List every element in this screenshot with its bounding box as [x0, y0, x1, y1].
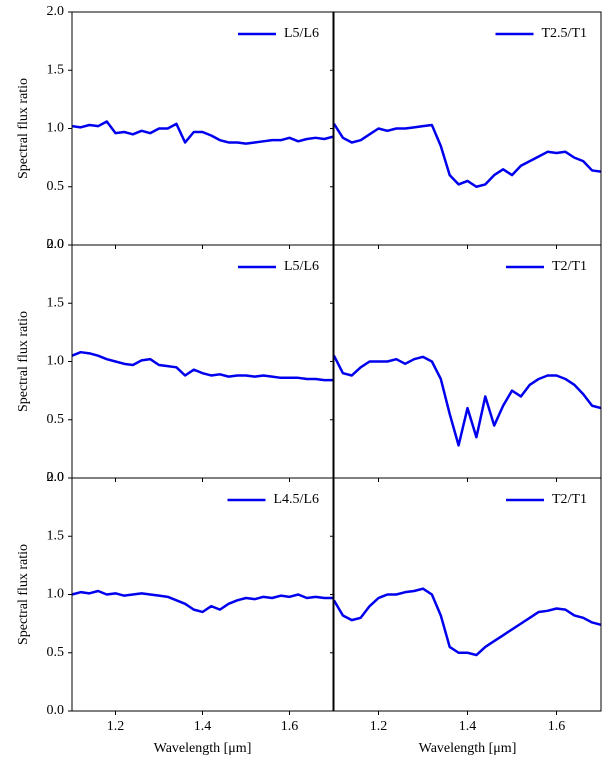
x-tick-label: 1.4: [459, 719, 477, 734]
legend-label: T2.5/T1: [542, 26, 588, 41]
x-axis-label: Wavelength [μm]: [419, 741, 517, 756]
y-tick-label: 0.5: [47, 179, 65, 194]
data-line: [332, 355, 602, 447]
legend-label: L4.5/L6: [274, 492, 320, 507]
y-axis-label: Spectral flux ratio: [16, 544, 31, 645]
legend-label: T2/T1: [552, 492, 587, 507]
x-tick-label: 1.2: [370, 719, 388, 734]
data-line: [71, 350, 333, 382]
legend-label: L5/L6: [284, 26, 319, 41]
data-line: [332, 123, 602, 188]
x-tick-label: 1.4: [194, 719, 212, 734]
y-tick-label: 2.0: [47, 4, 65, 19]
plot-frame: [333, 11, 602, 246]
y-tick-label: 2.0: [47, 470, 65, 485]
x-tick-label: 1.2: [107, 719, 125, 734]
y-tick-label: 1.5: [47, 528, 65, 543]
data-line: [332, 587, 602, 657]
y-tick-label: 0.0: [47, 470, 65, 485]
y-tick-label: 1.5: [47, 62, 65, 77]
y-tick-label: 0.0: [47, 237, 65, 252]
legend-label: L5/L6: [284, 259, 319, 274]
x-tick-label: 1.6: [548, 719, 566, 734]
y-tick-label: 0.0: [47, 703, 65, 718]
data-line: [71, 589, 333, 614]
data-line: [71, 120, 334, 145]
y-tick-label: 2.0: [47, 237, 65, 252]
y-tick-label: 1.0: [47, 587, 65, 602]
legend-label: T2/T1: [552, 259, 587, 274]
y-tick-label: 0.5: [47, 412, 65, 427]
y-tick-label: 1.0: [47, 121, 65, 136]
x-tick-label: 1.6: [281, 719, 299, 734]
y-tick-label: 1.5: [47, 295, 65, 310]
y-tick-label: 0.5: [47, 645, 65, 660]
y-axis-label: Spectral flux ratio: [16, 78, 31, 179]
y-tick-label: 1.0: [47, 354, 65, 369]
x-axis-label: Wavelength [μm]: [154, 741, 252, 756]
y-axis-label: Spectral flux ratio: [16, 311, 31, 412]
plot-frame: [333, 477, 602, 712]
